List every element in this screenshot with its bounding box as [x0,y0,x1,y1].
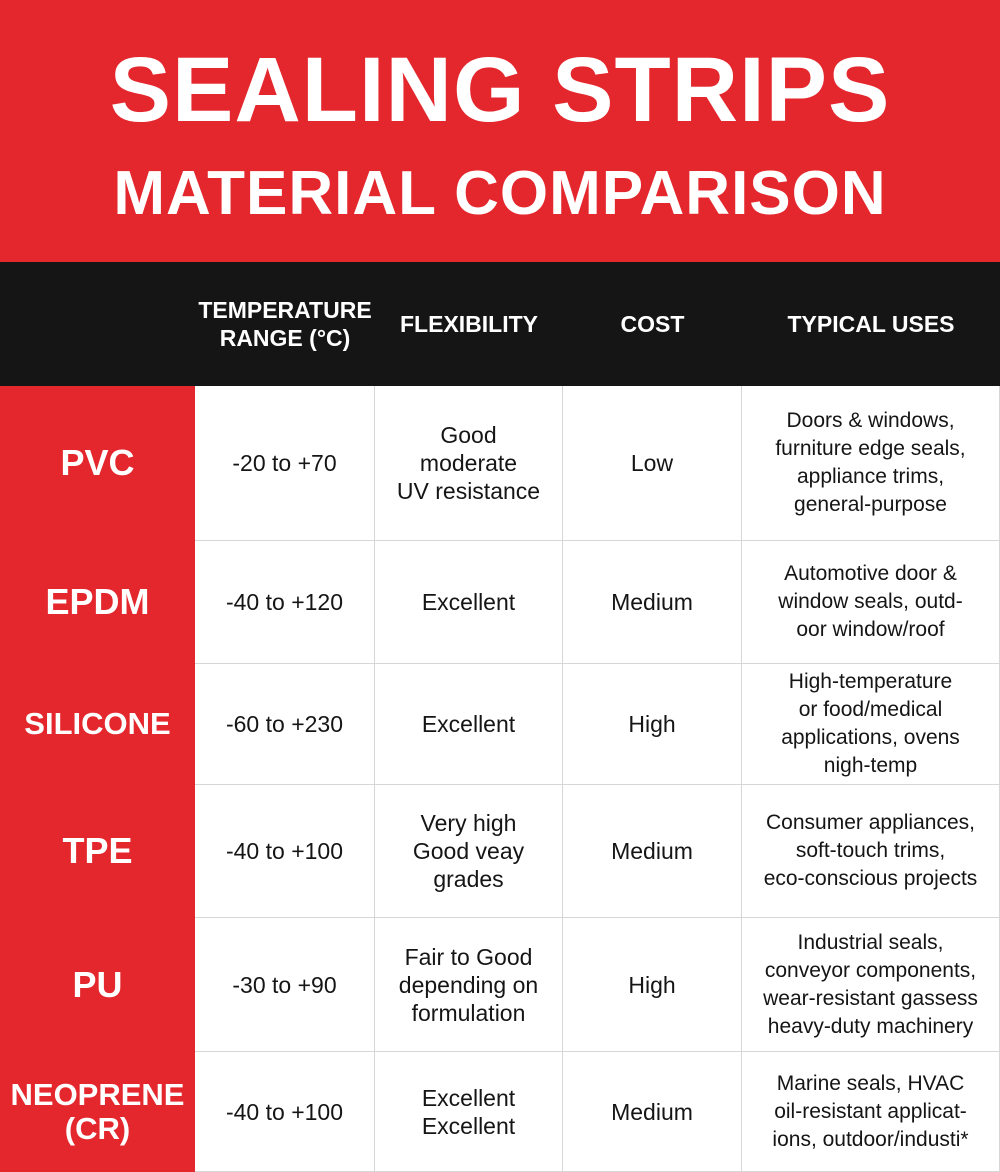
cell-line: Good [440,422,497,448]
table-cell: Fair to Good depending on formulation [375,918,563,1052]
cell-line: TEMPERATURE [198,297,372,323]
table-cell: Medium [563,1052,742,1172]
cell-line: PVC [60,442,135,483]
cell-line: Doors & windows, [786,409,955,432]
comparison-table: TEMPERATURE RANGE (°C) FLEXIBILITY COST TYPI… [0,262,1000,1172]
cell-line: appliance trims, [796,465,945,488]
table-cell: Automotive door & window seals, outd-oor … [742,541,1000,664]
table-cell: Excellent Excellent [375,1052,563,1172]
cell-line: applications, ovens [781,726,960,749]
material-label: EPDM [0,541,195,664]
material-label: NEOPRENE (CR) [0,1052,195,1172]
cell-line: -40 to +100 [225,838,343,864]
cell-line: FLEXIBILITY [400,311,538,337]
table-cell: High [563,918,742,1052]
cell-line: moderate [419,450,518,476]
cell-line: Marine seals, HVAC [776,1071,965,1095]
cell-line: Excellent [421,1112,516,1139]
cell-line: SILICONE [24,706,171,741]
table-cell: -40 to +120 [195,541,375,664]
material-label: PU [0,918,195,1052]
cell-line: ions, outdoor/industi* [772,1127,969,1151]
cell-line: wear-resistant gassess [763,986,978,1010]
cell-line: Medium [611,1098,693,1125]
cell-line: heavy-duty machinery [767,1014,974,1038]
cell-line: Medium [611,838,693,864]
cell-line: Excellent [421,1084,516,1111]
cell-line: oor window/roof [796,618,945,641]
table-cell: Medium [563,541,742,664]
table-cell: High [563,664,742,785]
cell-line: formulation [411,999,526,1026]
title: SEALING STRIPS [109,39,891,141]
cell-line: -20 to +70 [232,450,337,476]
cell-line: Fair to Good [404,943,533,970]
table-cell: Doors & windows, furniture edge seals, app… [742,386,1000,541]
cell-line: Excellent [421,711,516,737]
cell-line: Automotive door & [784,562,957,585]
cell-line: conveyor components, [764,958,977,982]
table-cell: Industrial seals, conveyor components, wea… [742,918,1000,1052]
cell-line: -40 to +100 [225,1098,343,1125]
cell-line: High-temperature [788,670,953,693]
material-label: TPE [0,785,195,918]
table-cell: -20 to +70 [195,386,375,541]
header: SEALING STRIPS MATERIAL COMPARISON [0,0,1000,262]
cell-line: -40 to +120 [225,589,343,615]
cell-line: -30 to +90 [232,971,337,998]
cell-line: TPE [62,830,133,871]
cell-line: oil-resistant applicat- [774,1099,967,1123]
column-header: TYPICAL USES [742,262,1000,386]
column-header: TEMPERATURE RANGE (°C) [195,262,375,386]
cell-line: TYPICAL USES [787,311,955,337]
table-cell: Low [563,386,742,541]
cell-line: general-purpose [794,493,947,516]
cell-line: furniture edge seals, [775,437,966,460]
header-cell [0,262,195,386]
cell-line: -60 to +230 [225,711,343,737]
cell-line: depending on [398,971,539,998]
table-cell: Medium [563,785,742,918]
table-cell: -40 to +100 [195,785,375,918]
table-cell: Excellent [375,541,563,664]
material-label: PVC [0,386,195,541]
cell-line: RANGE (°C) [219,325,351,351]
cell-line: High [628,971,676,998]
table-cell: Good moderate UV resistance [375,386,563,541]
cell-line: or food/medical [798,698,943,721]
cell-line: nigh-temp [823,754,918,777]
table-cell: Excellent [375,664,563,785]
cell-line: UV resistance [396,478,541,504]
material-label: SILICONE [0,664,195,785]
cell-line: Medium [611,589,693,615]
table-cell: -40 to +100 [195,1052,375,1172]
cell-line: eco-conscious projects [763,867,978,890]
cell-line: (CR) [64,1110,131,1146]
cell-line: window seals, outd- [778,590,963,613]
subtitle: MATERIAL COMPARISON [113,159,887,228]
cell-line: Industrial seals, [797,930,944,954]
cell-line: Low [630,450,674,476]
column-header: COST [563,262,742,386]
cell-line: Very high [420,810,517,836]
cell-line: Good veay [412,838,525,864]
table-cell: Very high Good veay grades [375,785,563,918]
cell-line: Excellent [421,589,516,615]
cell-line: soft-touch trims, [795,839,946,862]
column-header: FLEXIBILITY [375,262,563,386]
cell-line: High [628,711,676,737]
cell-line: COST [620,311,685,337]
table-cell: -60 to +230 [195,664,375,785]
table-cell: High-temperature or food/medical applicati… [742,664,1000,785]
cell-line: grades [433,866,504,892]
cell-line: NEOPRENE [10,1076,185,1112]
table-cell: -30 to +90 [195,918,375,1052]
cell-line: Consumer appliances, [766,811,975,834]
cell-line: EPDM [45,581,150,622]
table-cell: Consumer appliances, soft-touch trims, eco… [742,785,1000,918]
cell-line: PU [72,963,123,1005]
table-cell: Marine seals, HVAC oil-resistant applicat… [742,1052,1000,1172]
